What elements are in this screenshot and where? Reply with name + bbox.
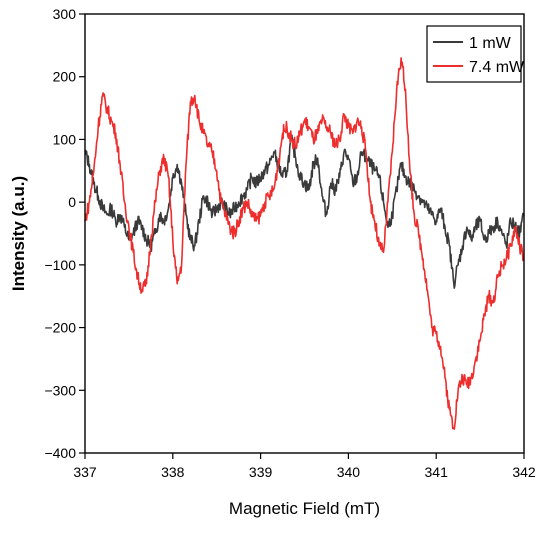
y-axis-ticks: −400 −300 −200 −100 0 100 200 300: [44, 6, 85, 461]
plot-frame: [84, 13, 525, 454]
legend-label-7-4mw: 7.4 mW: [469, 59, 525, 76]
x-axis-label: Magnetic Field (mT): [229, 499, 380, 518]
y-tick-label: 300: [53, 6, 77, 22]
series-lines: [84, 57, 525, 430]
series-line-1-mw: [84, 134, 525, 289]
y-tick-label: 0: [68, 194, 76, 210]
x-tick-label: 339: [249, 464, 273, 480]
y-tick-label: −200: [44, 320, 76, 336]
x-tick-label: 340: [337, 464, 361, 480]
x-axis-ticks: 337 338 339 340 341 342: [73, 453, 536, 480]
y-tick-label: 100: [53, 131, 77, 147]
x-tick-label: 341: [425, 464, 449, 480]
series-line-7-4-mw: [84, 57, 525, 430]
legend-box: [426, 25, 522, 83]
x-tick-label: 337: [73, 464, 97, 480]
x-tick-label: 338: [161, 464, 185, 480]
legend: 1 mW 7.4 mW: [426, 25, 525, 83]
x-tick-label: 342: [512, 464, 536, 480]
y-tick-label: −400: [44, 445, 76, 461]
y-tick-label: 200: [53, 69, 77, 85]
y-axis-label: Intensity (a.u.): [9, 176, 28, 291]
legend-label-1mw: 1 mW: [469, 35, 512, 52]
y-tick-label: −100: [44, 257, 76, 273]
y-tick-label: −300: [44, 382, 76, 398]
